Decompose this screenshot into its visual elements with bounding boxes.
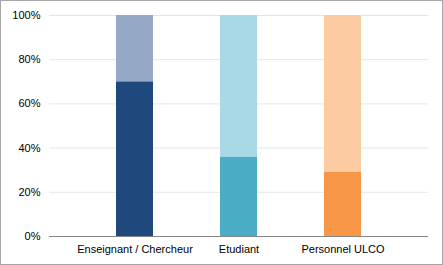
svg-text:100%: 100% xyxy=(12,9,40,21)
svg-text:Enseignant / Chercheur: Enseignant / Chercheur xyxy=(77,243,193,255)
svg-text:40%: 40% xyxy=(18,142,40,154)
svg-text:60%: 60% xyxy=(18,97,40,109)
svg-text:20%: 20% xyxy=(18,186,40,198)
svg-text:80%: 80% xyxy=(18,53,40,65)
svg-text:Etudiant: Etudiant xyxy=(219,243,259,255)
svg-text:Personnel ULCO: Personnel ULCO xyxy=(301,243,385,255)
svg-text:0%: 0% xyxy=(25,230,41,242)
